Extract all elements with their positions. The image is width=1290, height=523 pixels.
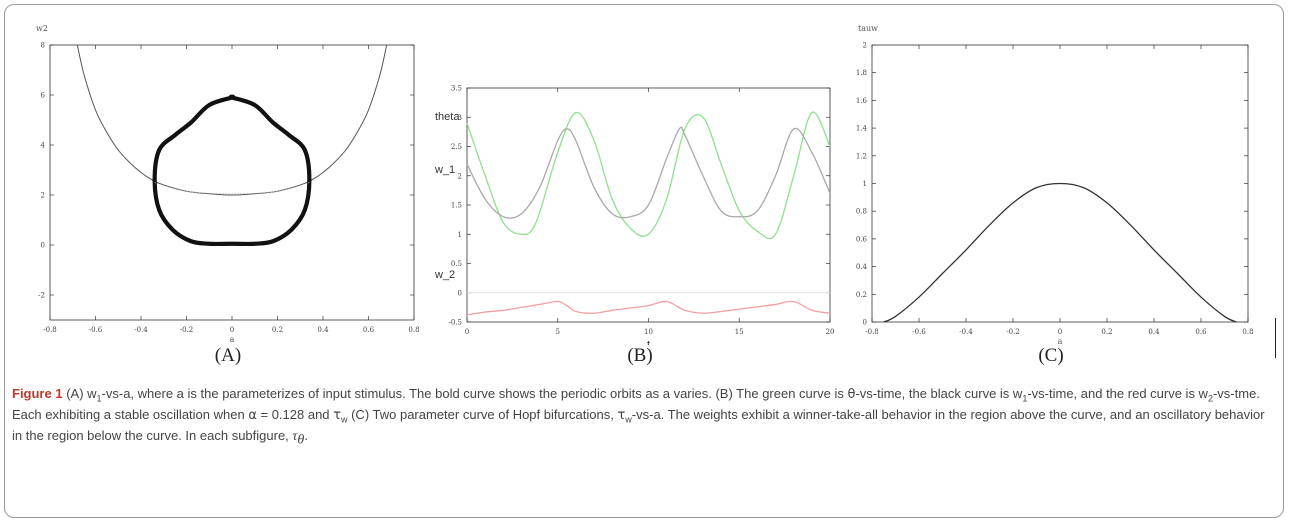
y-tick-label: 3.5 (451, 85, 462, 93)
caption-sub-2: 1 (1022, 393, 1028, 404)
edge-bar (1275, 318, 1276, 358)
y-tick-label: 3 (458, 114, 462, 122)
y-tick-label: 8 (41, 42, 45, 50)
x-tick-label: 20 (826, 328, 835, 336)
figure-caption: Figure 1 (A) w1-vs-a, where a is the par… (12, 384, 1274, 447)
caption-alpha-symbol: α (248, 408, 257, 423)
y-tick-label: 1.8 (856, 69, 867, 77)
caption-tau-theta: τ (292, 429, 298, 444)
x-tick-label: 0.6 (1195, 328, 1207, 336)
caption-text-1: (A) w (62, 386, 97, 401)
x-tick-label: 15 (735, 328, 744, 336)
caption-sub-1: 1 (96, 393, 102, 404)
panel-a-svg: -0.8 -0.6 -0.4 -0.2 0 0.2 0.4 0.6 0.8 -2 0 2 4 6 8 a w2 (36, 24, 420, 344)
x-axis-label: t (647, 339, 650, 345)
series-line-1 (883, 182, 1237, 323)
y-axis-label: tauw (858, 24, 878, 33)
x-tick-label: 0 (465, 328, 469, 336)
panel-a-label: (A) (214, 345, 242, 366)
x-tick-label: -0.2 (1006, 328, 1020, 336)
y-tick-label: 1.5 (451, 202, 462, 210)
y-tick-label: 1 (458, 231, 462, 239)
x-tick-label: -0.2 (180, 326, 194, 334)
caption-theta-symbol: θ (847, 387, 856, 402)
caption-text-9: . (304, 428, 308, 443)
x-tick-label: -0.6 (89, 326, 103, 334)
x-tick-label: 10 (644, 328, 653, 336)
y-axis-label: w2 (36, 24, 48, 33)
series-line-2 (152, 94, 312, 247)
panel-b-label: (B) (627, 345, 653, 366)
panel-b-chart: 0 5 10 15 20 -0.5 0 0.5 1 1.5 2 2.5 3 3.5 t theta w_1 w_2 (425, 0, 845, 346)
caption-sub-6: θ (297, 432, 305, 448)
y-tick-label: 0 (41, 242, 45, 250)
series-line-1 (76, 44, 388, 196)
y-tick-label: -2 (38, 292, 45, 300)
x-tick-label: -0.4 (959, 328, 973, 336)
y-tick-label: 1.4 (856, 125, 868, 133)
y-tick-label: 4 (41, 142, 46, 150)
x-tick-label: -0.4 (134, 326, 148, 334)
caption-text-7: (C) Two parameter curve of Hopf bifurcat… (347, 407, 618, 422)
y-tick-label: 6 (41, 92, 46, 100)
x-tick-label: 0.8 (1242, 328, 1253, 336)
x-tick-label: 0.2 (272, 326, 283, 334)
caption-text-4: -vs-time, and the red curve is w (1027, 386, 1208, 401)
x-tick-label: -0.8 (865, 328, 879, 336)
caption-text-8: -vs-a. The weights exhibit a winner-take… (12, 407, 1265, 443)
caption-text-2: -vs-a, where a is the parameterizes of i… (101, 386, 848, 401)
series-line-3 (466, 300, 831, 316)
y-tick-label: 2.5 (451, 143, 462, 151)
figure-frame (4, 4, 1284, 518)
series-line-1 (466, 111, 831, 240)
curve-label-3: w_2 (434, 269, 455, 281)
x-tick-label: 0.4 (1148, 328, 1160, 336)
panel-a-chart: -0.8 -0.6 -0.4 -0.2 0 0.2 0.4 0.6 0.8 -2 0 2 4 6 8 a w2 (10, 0, 430, 345)
series-line-2 (466, 126, 831, 219)
y-tick-label: 0.5 (451, 260, 462, 268)
x-axis-label: a (230, 335, 235, 344)
x-axis-label: a (1058, 337, 1063, 345)
caption-text-6: = 0.128 and (256, 407, 334, 422)
x-tick-label: 0.2 (1101, 328, 1112, 336)
y-tick-label: 0.8 (856, 208, 867, 216)
y-tick-label: 0.2 (856, 291, 867, 299)
x-tick-label: 0 (1058, 328, 1062, 336)
caption-tau-symbol-2: τ (617, 408, 626, 423)
curve-label-2: w_1 (434, 164, 455, 176)
x-tick-label: 0.4 (317, 326, 329, 334)
y-tick-label: 0.4 (856, 263, 868, 271)
y-tick-label: 2 (863, 42, 867, 50)
caption-tau-symbol-1: τ (333, 408, 341, 423)
y-tick-label: -0.5 (449, 319, 463, 327)
x-tick-label: -0.6 (912, 328, 926, 336)
panel-c-label: (C) (1038, 345, 1064, 366)
caption-sub-5: w (625, 414, 632, 425)
x-tick-label: 0.8 (408, 326, 419, 334)
plot-frame (49, 44, 415, 321)
figure-number: Figure 1 (12, 386, 63, 401)
x-tick-label: 5 (556, 328, 560, 336)
curve-label-1: theta (435, 111, 460, 123)
x-tick-label: -0.8 (43, 326, 57, 334)
x-tick-label: 0 (230, 326, 234, 334)
unstable-branch-line (154, 182, 310, 195)
y-tick-label: 0 (863, 319, 867, 327)
y-tick-label: 1 (863, 180, 867, 188)
y-tick-label: 0.6 (856, 235, 868, 243)
caption-text-5: -vs-tme. Each exhibiting a stable oscill… (12, 386, 1260, 422)
caption-sub-3: 2 (1207, 393, 1213, 404)
x-tick-label: 0.6 (363, 326, 375, 334)
y-tick-label: 2 (458, 172, 462, 180)
panel-c-chart: -0.8 -0.6 -0.4 -0.2 0 0.2 0.4 0.6 0.8 0 0.2 0.4 0.6 0… (830, 0, 1280, 345)
y-tick-label: 2 (41, 192, 45, 200)
y-tick-label: 1.2 (856, 152, 867, 160)
caption-text-3: -vs-time, the black curve is w (855, 386, 1023, 401)
panel-c-svg: -0.8 -0.6 -0.4 -0.2 0 0.2 0.4 0.6 0.8 0 0.2 0.4 0.6 0… (856, 24, 1254, 345)
caption-sub-4: w (340, 414, 348, 425)
y-tick-label: 1.6 (856, 97, 868, 105)
y-tick-label: 0 (458, 289, 462, 297)
